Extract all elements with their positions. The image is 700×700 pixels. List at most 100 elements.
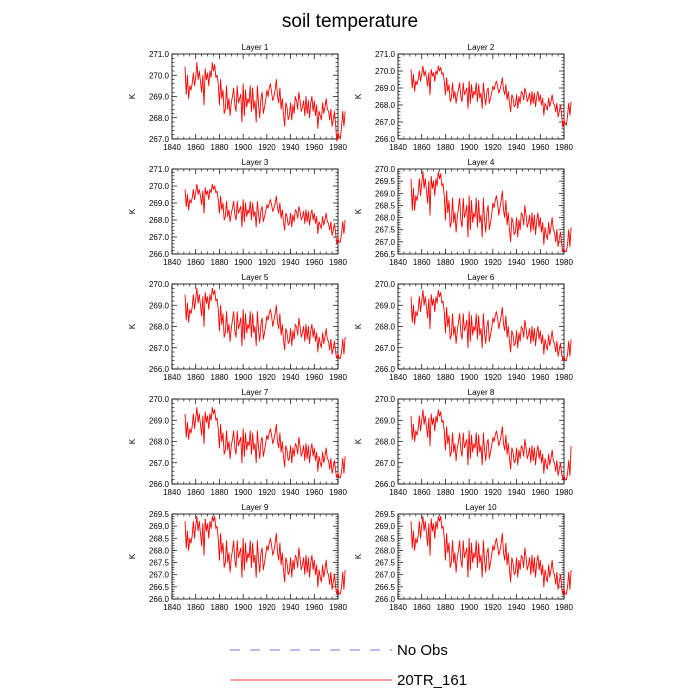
x-tick-label: 1980 [329, 143, 347, 152]
panel-grid: Layer 1 K 1840 1860 1880 1900 1920 1940 1960 1980… [128, 43, 573, 612]
y-axis-label: K [354, 553, 363, 559]
y-tick-label: 266.0 [375, 135, 396, 144]
y-tick-label: 271.0 [149, 165, 170, 174]
x-tick-label: 1840 [163, 488, 181, 497]
panel-title: Layer 1 [242, 43, 269, 52]
panel-layer-1: Layer 1 K 1840 1860 1880 1900 1920 1940 1960 1980… [128, 43, 347, 152]
panel-title: Layer 5 [242, 273, 269, 282]
x-tick-label: 1920 [484, 488, 502, 497]
y-tick-label: 269.0 [149, 416, 170, 425]
panel-title: Layer 6 [468, 273, 495, 282]
panel-layer-6: Layer 6 K 1840 1860 1880 1900 1920 1940 1960 1980… [354, 273, 573, 382]
x-tick-label: 1940 [508, 143, 526, 152]
panel-layer-5: Layer 5 K 1840 1860 1880 1900 1920 1940 1960 1980… [128, 273, 347, 382]
x-tick-label: 1920 [258, 143, 276, 152]
x-tick-label: 1900 [234, 373, 252, 382]
y-tick-label: 267.0 [149, 344, 170, 353]
y-tick-label: 267.0 [375, 118, 396, 127]
y-tick-label: 268.0 [149, 323, 170, 332]
x-tick-label: 1980 [555, 603, 573, 612]
legend: No Obs 20TR_161 [230, 642, 467, 689]
x-tick-label: 1880 [211, 143, 229, 152]
x-tick-label: 1920 [484, 143, 502, 152]
y-axis-label: K [354, 438, 363, 444]
series-line-20tr-161 [410, 170, 572, 253]
x-tick-label: 1980 [555, 258, 573, 267]
x-tick-label: 1840 [389, 373, 407, 382]
panel-layer-3: Layer 3 K 1840 1860 1880 1900 1920 1940 1960 1980… [128, 158, 347, 267]
series-line-20tr-161 [410, 409, 572, 481]
panel-layer-9: Layer 9 K 1840 1860 1880 1900 1920 1940 1960 1980… [128, 503, 347, 612]
x-tick-label: 1880 [211, 373, 229, 382]
y-tick-label: 269.0 [375, 84, 396, 93]
y-tick-label: 267.5 [375, 226, 396, 235]
y-tick-label: 269.5 [375, 177, 396, 186]
panel-title: Layer 2 [468, 43, 495, 52]
x-tick-label: 1840 [389, 143, 407, 152]
x-tick-label: 1920 [258, 373, 276, 382]
x-tick-label: 1960 [305, 603, 323, 612]
x-tick-label: 1920 [258, 488, 276, 497]
y-tick-label: 266.0 [149, 595, 170, 604]
panel-title: Layer 3 [242, 158, 269, 167]
y-tick-label: 267.0 [149, 571, 170, 580]
x-tick-label: 1940 [282, 488, 300, 497]
y-tick-label: 267.0 [375, 571, 396, 580]
panel-title: Layer 7 [242, 388, 269, 397]
series-line-20tr-161 [410, 65, 572, 128]
x-tick-label: 1960 [531, 373, 549, 382]
x-tick-label: 1920 [484, 373, 502, 382]
x-tick-label: 1940 [508, 488, 526, 497]
x-tick-label: 1980 [329, 603, 347, 612]
y-tick-label: 268.0 [149, 114, 170, 123]
x-tick-label: 1860 [187, 373, 205, 382]
x-tick-label: 1860 [413, 373, 431, 382]
y-tick-label: 271.0 [149, 50, 170, 59]
y-tick-label: 266.0 [149, 480, 170, 489]
y-tick-label: 266.0 [375, 365, 396, 374]
x-tick-label: 1920 [484, 603, 502, 612]
y-tick-label: 270.0 [375, 395, 396, 404]
x-tick-label: 1880 [437, 603, 455, 612]
x-tick-label: 1960 [305, 143, 323, 152]
y-tick-label: 267.0 [149, 135, 170, 144]
y-tick-label: 268.0 [375, 438, 396, 447]
y-tick-label: 267.0 [149, 233, 170, 242]
y-tick-label: 268.0 [375, 101, 396, 110]
panel-title: Layer 10 [465, 503, 497, 512]
x-tick-label: 1940 [508, 603, 526, 612]
y-tick-label: 268.5 [375, 201, 396, 210]
y-tick-label: 267.0 [375, 459, 396, 468]
x-tick-label: 1960 [531, 488, 549, 497]
y-axis-label: K [128, 323, 137, 329]
x-tick-label: 1860 [187, 603, 205, 612]
y-tick-label: 270.0 [149, 395, 170, 404]
y-tick-label: 270.0 [149, 280, 170, 289]
series-line-20tr-161 [410, 289, 572, 361]
x-tick-label: 1900 [460, 373, 478, 382]
x-tick-label: 1960 [531, 143, 549, 152]
panel-layer-2: Layer 2 K 1840 1860 1880 1900 1920 1940 1960 1980… [354, 43, 573, 152]
x-tick-label: 1900 [234, 603, 252, 612]
y-tick-label: 267.0 [375, 344, 396, 353]
x-tick-label: 1840 [389, 603, 407, 612]
y-axis-label: K [354, 93, 363, 99]
y-tick-label: 269.0 [149, 199, 170, 208]
x-tick-label: 1900 [460, 488, 478, 497]
y-tick-label: 269.0 [149, 93, 170, 102]
x-tick-label: 1960 [531, 603, 549, 612]
y-tick-label: 268.0 [149, 438, 170, 447]
x-tick-label: 1960 [305, 258, 323, 267]
x-tick-label: 1880 [437, 373, 455, 382]
y-tick-label: 266.5 [375, 583, 396, 592]
y-tick-label: 270.0 [375, 165, 396, 174]
y-axis-label: K [354, 323, 363, 329]
y-tick-label: 269.5 [149, 510, 170, 519]
x-tick-label: 1900 [460, 258, 478, 267]
x-tick-label: 1860 [413, 603, 431, 612]
x-tick-label: 1980 [329, 488, 347, 497]
y-tick-label: 269.0 [149, 522, 170, 531]
x-tick-label: 1880 [211, 258, 229, 267]
x-tick-label: 1840 [389, 258, 407, 267]
x-tick-label: 1940 [282, 603, 300, 612]
